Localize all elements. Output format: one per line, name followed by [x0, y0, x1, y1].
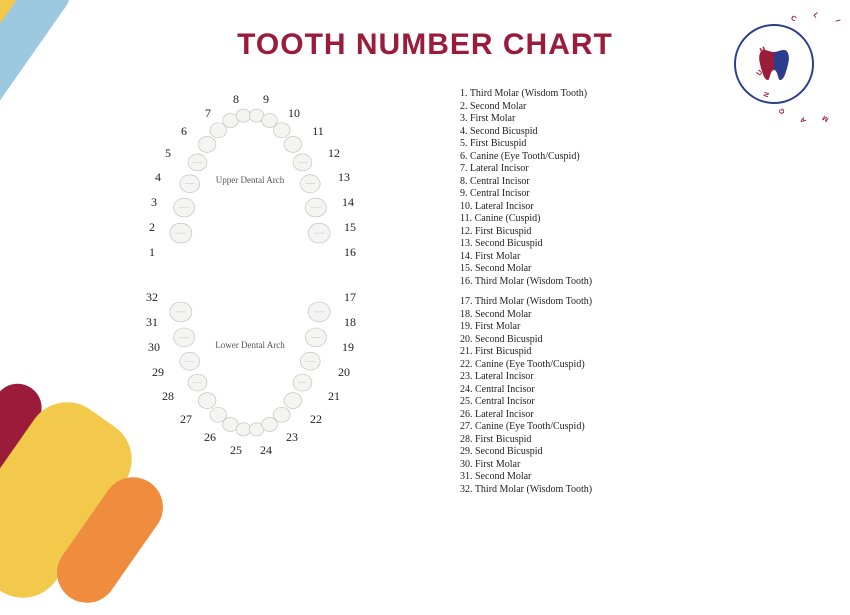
tooth-number-31: 31	[142, 315, 162, 330]
tooth-number-26: 26	[200, 430, 220, 445]
tooth-number-29: 29	[148, 365, 168, 380]
legend-item: 30. First Molar	[460, 459, 760, 472]
tooth-number-6: 6	[174, 124, 194, 139]
legend-item: 10. Lateral Incisor	[460, 201, 760, 214]
legend-item: 15. Second Molar	[460, 263, 760, 276]
tooth-number-24: 24	[256, 443, 276, 458]
legend-item: 7. Lateral Incisor	[460, 163, 760, 176]
legend-item: 31. Second Molar	[460, 471, 760, 484]
legend-item: 13. Second Bicuspid	[460, 238, 760, 251]
legend-item: 20. Second Bicuspid	[460, 334, 760, 347]
legend-item: 16. Third Molar (Wisdom Tooth)	[460, 276, 760, 289]
tooth-number-15: 15	[340, 220, 360, 235]
legend-item: 32. Third Molar (Wisdom Tooth)	[460, 484, 760, 497]
legend-item: 18. Second Molar	[460, 309, 760, 322]
tooth-number-22: 22	[306, 412, 326, 427]
tooth-number-12: 12	[324, 146, 344, 161]
tooth-number-2: 2	[142, 220, 162, 235]
tooth-number-10: 10	[284, 106, 304, 121]
tooth-number-32: 32	[142, 290, 162, 305]
legend-item: 12. First Bicuspid	[460, 226, 760, 239]
tooth-chart: Upper Dental Arch Lower Dental Arch 1234…	[100, 80, 400, 480]
tooth-number-20: 20	[334, 365, 354, 380]
tooth-number-16: 16	[340, 245, 360, 260]
tooth-number-27: 27	[176, 412, 196, 427]
legend-item: 27. Canine (Eye Tooth/Cuspid)	[460, 421, 760, 434]
legend-item: 9. Central Incisor	[460, 188, 760, 201]
tooth-number-19: 19	[338, 340, 358, 355]
tooth-number-8: 8	[226, 92, 246, 107]
tooth-number-1: 1	[142, 245, 162, 260]
tooth-number-21: 21	[324, 389, 344, 404]
legend-item: 26. Lateral Incisor	[460, 409, 760, 422]
tooth-number-7: 7	[198, 106, 218, 121]
tooth-legend: 1. Third Molar (Wisdom Tooth)2. Second M…	[460, 88, 760, 496]
legend-item: 1. Third Molar (Wisdom Tooth)	[460, 88, 760, 101]
page-title: TOOTH NUMBER CHART	[0, 28, 850, 62]
tooth-number-14: 14	[338, 195, 358, 210]
legend-item: 25. Central Incisor	[460, 396, 760, 409]
legend-item: 4. Second Bicuspid	[460, 126, 760, 139]
legend-item: 24. Central Incisor	[460, 384, 760, 397]
tooth-number-9: 9	[256, 92, 276, 107]
legend-item: 11. Canine (Cuspid)	[460, 213, 760, 226]
upper-arch-teeth	[160, 90, 340, 270]
legend-item: 29. Second Bicuspid	[460, 446, 760, 459]
tooth-number-23: 23	[282, 430, 302, 445]
legend-item: 6. Canine (Eye Tooth/Cuspid)	[460, 151, 760, 164]
tooth-number-17: 17	[340, 290, 360, 305]
tooth-number-28: 28	[158, 389, 178, 404]
tooth-number-30: 30	[144, 340, 164, 355]
tooth-number-11: 11	[308, 124, 328, 139]
tooth-number-13: 13	[334, 170, 354, 185]
legend-item: 8. Central Incisor	[460, 176, 760, 189]
legend-item: 21. First Bicuspid	[460, 346, 760, 359]
tooth-number-18: 18	[340, 315, 360, 330]
decorative-shape	[0, 0, 79, 127]
legend-item: 14. First Molar	[460, 251, 760, 264]
tooth-number-25: 25	[226, 443, 246, 458]
legend-item: 17. Third Molar (Wisdom Tooth)	[460, 296, 760, 309]
legend-item: 28. First Bicuspid	[460, 434, 760, 447]
tooth-number-4: 4	[148, 170, 168, 185]
legend-item: 22. Canine (Eye Tooth/Cuspid)	[460, 359, 760, 372]
legend-item: 2. Second Molar	[460, 101, 760, 114]
lower-arch-teeth	[160, 275, 340, 455]
legend-item: 23. Lateral Incisor	[460, 371, 760, 384]
tooth-number-3: 3	[144, 195, 164, 210]
legend-item: 3. First Molar	[460, 113, 760, 126]
tooth-number-5: 5	[158, 146, 178, 161]
legend-item: 5. First Bicuspid	[460, 138, 760, 151]
legend-item: 19. First Molar	[460, 321, 760, 334]
